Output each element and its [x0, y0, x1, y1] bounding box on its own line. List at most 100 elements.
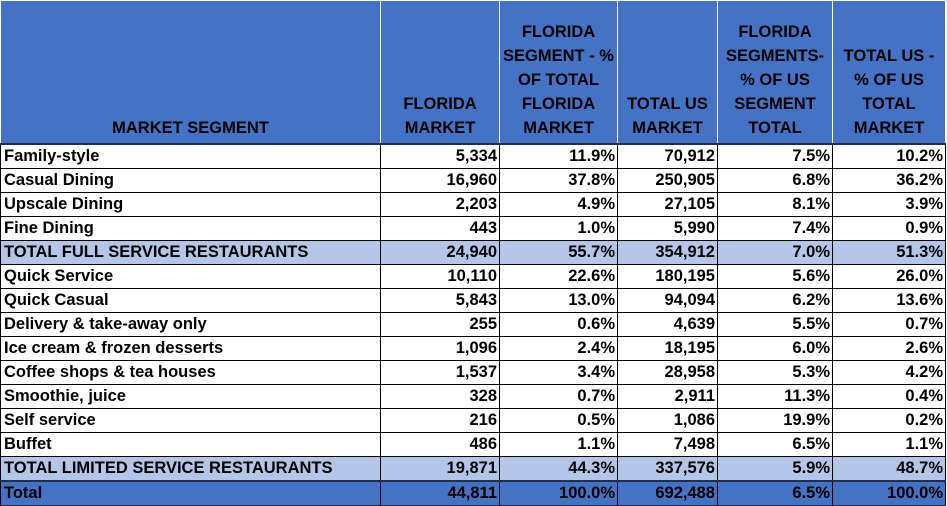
cell-florida-pct: 0.7% — [499, 384, 618, 409]
subtotal-row: TOTAL LIMITED SERVICE RESTAURANTS 19,871 4… — [0, 456, 946, 482]
cell-us-market: 337,576 — [617, 456, 718, 482]
cell-us-pct: 0.9% — [832, 216, 946, 241]
cell-us-pct: 13.6% — [832, 288, 946, 313]
cell-segment-name: TOTAL FULL SERVICE RESTAURANTS — [0, 240, 381, 265]
cell-segment-name: Buffet — [0, 432, 381, 457]
cell-florida-market: 255 — [380, 312, 500, 337]
cell-segment-name: Smoothie, juice — [0, 384, 381, 409]
cell-us-market: 354,912 — [617, 240, 718, 265]
cell-segment-name: Coffee shops & tea houses — [0, 360, 381, 385]
cell-fl-pct-of-us: 5.6% — [717, 264, 833, 289]
cell-florida-market: 5,334 — [380, 143, 500, 169]
cell-us-market: 94,094 — [617, 288, 718, 313]
header-florida-segment-pct: FLORIDA SEGMENT - % OF TOTAL FLORIDA MAR… — [499, 0, 618, 145]
cell-florida-pct: 13.0% — [499, 288, 618, 313]
table-row: Buffet 486 1.1% 7,498 6.5% 1.1% — [0, 432, 946, 457]
cell-fl-pct-of-us: 7.0% — [717, 240, 833, 265]
table-row: Family-style 5,334 11.9% 70,912 7.5% 10.2% — [0, 143, 946, 169]
cell-fl-pct-of-us: 11.3% — [717, 384, 833, 409]
cell-us-market: 692,488 — [617, 480, 718, 506]
subtotal-row: TOTAL FULL SERVICE RESTAURANTS 24,940 55.7… — [0, 240, 946, 265]
cell-us-pct: 3.9% — [832, 192, 946, 217]
cell-fl-pct-of-us: 6.0% — [717, 336, 833, 361]
cell-fl-pct-of-us: 6.2% — [717, 288, 833, 313]
cell-us-market: 4,639 — [617, 312, 718, 337]
cell-florida-pct: 22.6% — [499, 264, 618, 289]
cell-florida-pct: 55.7% — [499, 240, 618, 265]
cell-us-market: 70,912 — [617, 143, 718, 169]
cell-florida-market: 1,096 — [380, 336, 500, 361]
cell-fl-pct-of-us: 19.9% — [717, 408, 833, 433]
cell-fl-pct-of-us: 7.4% — [717, 216, 833, 241]
cell-florida-pct: 44.3% — [499, 456, 618, 482]
cell-florida-pct: 2.4% — [499, 336, 618, 361]
cell-fl-pct-of-us: 5.3% — [717, 360, 833, 385]
cell-florida-market: 24,940 — [380, 240, 500, 265]
header-florida-market: FLORIDA MARKET — [380, 0, 500, 145]
cell-us-pct: 1.1% — [832, 432, 946, 457]
cell-segment-name: Total — [0, 480, 381, 506]
cell-segment-name: TOTAL LIMITED SERVICE RESTAURANTS — [0, 456, 381, 482]
cell-segment-name: Fine Dining — [0, 216, 381, 241]
header-row: MARKET SEGMENT FLORIDA MARKET FLORIDA SE… — [0, 0, 946, 145]
cell-segment-name: Delivery & take-away only — [0, 312, 381, 337]
cell-florida-market: 216 — [380, 408, 500, 433]
table-row: Fine Dining 443 1.0% 5,990 7.4% 0.9% — [0, 216, 946, 241]
cell-segment-name: Ice cream & frozen desserts — [0, 336, 381, 361]
cell-us-market: 28,958 — [617, 360, 718, 385]
cell-fl-pct-of-us: 7.5% — [717, 143, 833, 169]
cell-fl-pct-of-us: 5.5% — [717, 312, 833, 337]
table-row: Coffee shops & tea houses 1,537 3.4% 28,958… — [0, 360, 946, 385]
cell-florida-pct: 4.9% — [499, 192, 618, 217]
cell-florida-pct: 0.5% — [499, 408, 618, 433]
cell-florida-market: 328 — [380, 384, 500, 409]
cell-florida-pct: 3.4% — [499, 360, 618, 385]
table-row: Ice cream & frozen desserts 1,096 2.4% 18,1… — [0, 336, 946, 361]
cell-us-pct: 0.7% — [832, 312, 946, 337]
cell-fl-pct-of-us: 5.9% — [717, 456, 833, 482]
cell-us-market: 5,990 — [617, 216, 718, 241]
cell-florida-market: 2,203 — [380, 192, 500, 217]
cell-florida-market: 443 — [380, 216, 500, 241]
table-row: Quick Casual 5,843 13.0% 94,094 6.2% 13.6% — [0, 288, 946, 313]
cell-florida-market: 44,811 — [380, 480, 500, 506]
cell-florida-pct: 1.0% — [499, 216, 618, 241]
cell-us-pct: 51.3% — [832, 240, 946, 265]
cell-us-market: 1,086 — [617, 408, 718, 433]
cell-fl-pct-of-us: 6.5% — [717, 480, 833, 506]
cell-fl-pct-of-us: 6.8% — [717, 168, 833, 193]
grand-total-row: Total 44,811 100.0% 692,488 6.5% 100.0% — [0, 480, 946, 506]
cell-segment-name: Quick Casual — [0, 288, 381, 313]
cell-us-pct: 0.2% — [832, 408, 946, 433]
cell-florida-pct: 1.1% — [499, 432, 618, 457]
cell-fl-pct-of-us: 8.1% — [717, 192, 833, 217]
cell-florida-market: 10,110 — [380, 264, 500, 289]
cell-us-pct: 100.0% — [832, 480, 946, 506]
table-row: Upscale Dining 2,203 4.9% 27,105 8.1% 3.9% — [0, 192, 946, 217]
header-total-us-pct: TOTAL US - % OF US TOTAL MARKET — [832, 0, 946, 145]
header-market-segment: MARKET SEGMENT — [0, 0, 381, 145]
cell-segment-name: Quick Service — [0, 264, 381, 289]
cell-us-market: 250,905 — [617, 168, 718, 193]
header-total-us-market: TOTAL US MARKET — [617, 0, 718, 145]
cell-segment-name: Self service — [0, 408, 381, 433]
cell-florida-market: 16,960 — [380, 168, 500, 193]
cell-us-pct: 10.2% — [832, 143, 946, 169]
cell-florida-pct: 11.9% — [499, 143, 618, 169]
table-row: Smoothie, juice 328 0.7% 2,911 11.3% 0.4% — [0, 384, 946, 409]
cell-us-pct: 36.2% — [832, 168, 946, 193]
cell-us-pct: 48.7% — [832, 456, 946, 482]
cell-us-market: 7,498 — [617, 432, 718, 457]
cell-florida-pct: 37.8% — [499, 168, 618, 193]
cell-us-market: 18,195 — [617, 336, 718, 361]
cell-us-market: 2,911 — [617, 384, 718, 409]
cell-florida-market: 486 — [380, 432, 500, 457]
table-body: Family-style 5,334 11.9% 70,912 7.5% 10.2% Cas… — [0, 143, 946, 506]
cell-florida-pct: 0.6% — [499, 312, 618, 337]
cell-segment-name: Family-style — [0, 143, 381, 169]
table-row: Quick Service 10,110 22.6% 180,195 5.6% 26.0% — [0, 264, 946, 289]
cell-florida-market: 19,871 — [380, 456, 500, 482]
cell-us-market: 180,195 — [617, 264, 718, 289]
cell-florida-market: 1,537 — [380, 360, 500, 385]
